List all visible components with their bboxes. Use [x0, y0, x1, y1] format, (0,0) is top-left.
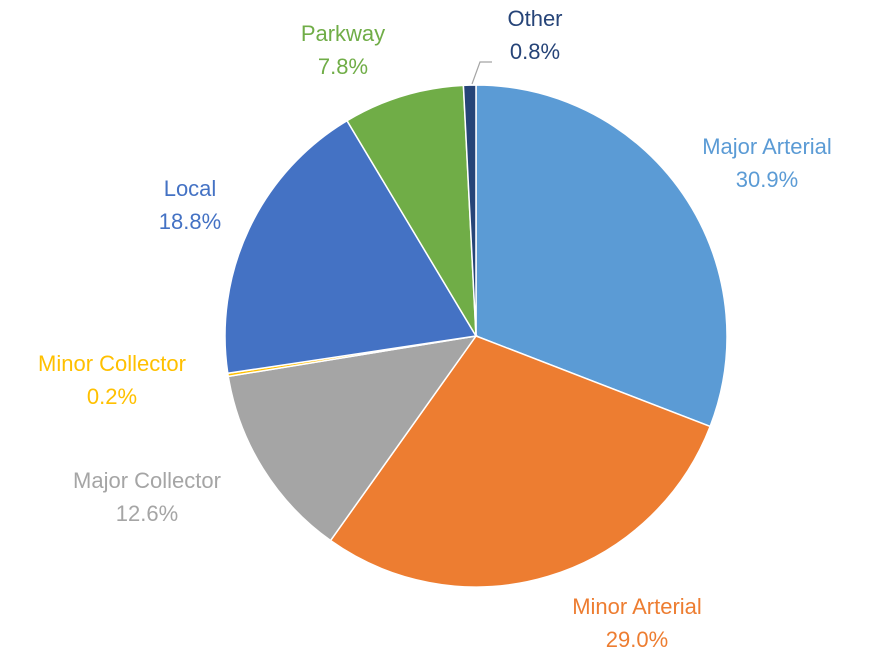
slice-label: Local [164, 176, 217, 201]
pie-slice [475, 84, 728, 428]
slice-label: Minor Collector [38, 351, 186, 376]
slice-value-label: 12.6% [116, 501, 178, 526]
slice-value-label: 18.8% [159, 209, 221, 234]
slice-value-label: 7.8% [318, 54, 368, 79]
pie-slice [224, 119, 478, 375]
pie-slice [462, 84, 477, 337]
slice-label: Minor Arterial [572, 594, 702, 619]
slice-value-label: 0.2% [87, 384, 137, 409]
slice-label: Major Arterial [702, 134, 832, 159]
slice-label: Other [507, 6, 562, 31]
slice-value-label: 29.0% [606, 627, 668, 652]
slice-value-label: 30.9% [736, 167, 798, 192]
pie-slice [329, 335, 712, 588]
leader-line [471, 61, 492, 85]
pie-slice [345, 84, 477, 337]
pie-slice [227, 334, 478, 542]
slice-label: Parkway [301, 21, 385, 46]
slice-label: Major Collector [73, 468, 221, 493]
slice-value-label: 0.8% [510, 39, 560, 64]
